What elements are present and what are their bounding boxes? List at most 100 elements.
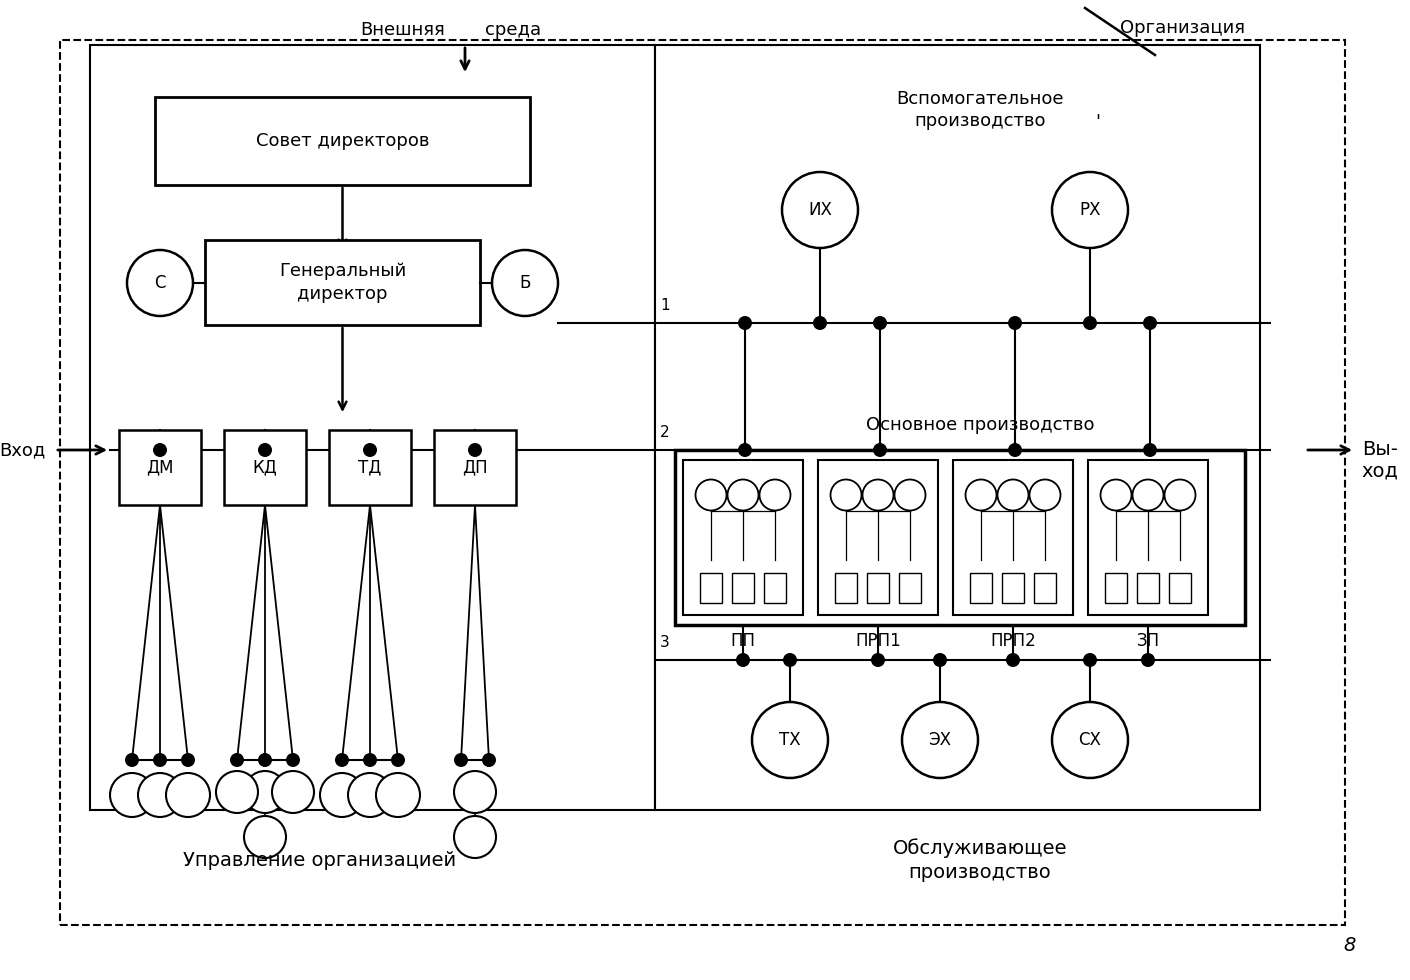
Text: ДП: ДП [462,459,488,476]
Circle shape [362,753,376,767]
Circle shape [216,771,258,813]
FancyBboxPatch shape [953,460,1073,615]
FancyBboxPatch shape [204,240,479,325]
Circle shape [320,773,364,817]
Circle shape [244,816,286,858]
FancyBboxPatch shape [699,573,722,603]
FancyBboxPatch shape [224,430,306,505]
Circle shape [454,771,496,813]
Circle shape [1144,443,1158,457]
Circle shape [814,316,828,330]
Circle shape [1008,316,1022,330]
Circle shape [1052,702,1128,778]
FancyBboxPatch shape [1105,573,1127,603]
Circle shape [286,753,300,767]
FancyBboxPatch shape [675,450,1245,625]
Text: ТХ: ТХ [780,731,801,749]
Circle shape [272,771,314,813]
Text: 3: 3 [660,635,670,650]
Text: Обслуживающее
производство: Обслуживающее производство [893,839,1067,882]
Circle shape [736,653,750,667]
FancyBboxPatch shape [764,573,785,603]
Circle shape [362,443,376,457]
Circle shape [966,479,997,511]
Circle shape [873,316,887,330]
Text: Управление организацией: Управление организацией [183,851,457,869]
FancyBboxPatch shape [656,45,1261,810]
Text: Совет директоров: Совет директоров [255,132,429,150]
Circle shape [166,773,210,817]
Circle shape [1052,172,1128,248]
Circle shape [230,753,244,767]
FancyBboxPatch shape [1089,460,1208,615]
Text: Организация: Организация [1120,19,1245,37]
Circle shape [154,753,166,767]
Circle shape [391,753,405,767]
Circle shape [376,773,420,817]
Text: СХ: СХ [1079,731,1101,749]
FancyBboxPatch shape [61,40,1345,925]
Text: Внешняя: Внешняя [360,21,446,39]
FancyBboxPatch shape [1003,573,1024,603]
Text: ИХ: ИХ [808,201,832,219]
FancyBboxPatch shape [1034,573,1056,603]
Text: Б: Б [519,274,530,292]
Circle shape [127,250,193,316]
Circle shape [863,479,894,511]
Circle shape [830,479,862,511]
Text: ': ' [1096,113,1100,131]
Text: Вход: Вход [0,441,45,459]
FancyBboxPatch shape [732,573,754,603]
Circle shape [154,443,166,457]
Circle shape [1141,653,1155,667]
Circle shape [728,479,759,511]
Text: Основное производство: Основное производство [866,416,1094,434]
Circle shape [180,753,195,767]
Circle shape [1029,479,1060,511]
Circle shape [336,753,350,767]
Circle shape [1083,653,1097,667]
Text: РХ: РХ [1079,201,1101,219]
Circle shape [894,479,925,511]
FancyBboxPatch shape [118,430,202,505]
Circle shape [997,479,1028,511]
Circle shape [492,250,558,316]
Text: 1: 1 [660,298,670,313]
Circle shape [737,316,752,330]
Circle shape [1083,316,1097,330]
Text: ЗП: ЗП [1136,632,1159,650]
Circle shape [933,653,948,667]
Circle shape [873,443,887,457]
Circle shape [1008,443,1022,457]
FancyBboxPatch shape [1169,573,1191,603]
Text: Вы-
ход: Вы- ход [1362,439,1399,480]
Text: 8: 8 [1344,936,1356,955]
Circle shape [1100,479,1131,511]
FancyBboxPatch shape [900,573,921,603]
Circle shape [902,702,979,778]
Text: среда: среда [485,21,541,39]
Circle shape [1144,316,1158,330]
Circle shape [760,479,791,511]
Circle shape [1165,479,1196,511]
Text: Генеральный
директор: Генеральный директор [279,263,406,303]
Circle shape [752,702,828,778]
Circle shape [454,753,468,767]
FancyBboxPatch shape [970,573,993,603]
Text: Вспомогательное
производство: Вспомогательное производство [897,90,1063,130]
FancyBboxPatch shape [682,460,804,615]
Circle shape [110,773,154,817]
Circle shape [244,771,286,813]
Text: ПРП1: ПРП1 [854,632,901,650]
Circle shape [871,653,885,667]
Circle shape [468,443,482,457]
Text: ПРП2: ПРП2 [990,632,1036,650]
Circle shape [125,753,140,767]
FancyBboxPatch shape [1136,573,1159,603]
Circle shape [454,816,496,858]
Circle shape [138,773,182,817]
Circle shape [783,172,859,248]
FancyBboxPatch shape [867,573,888,603]
Text: КД: КД [252,459,278,476]
Circle shape [348,773,392,817]
